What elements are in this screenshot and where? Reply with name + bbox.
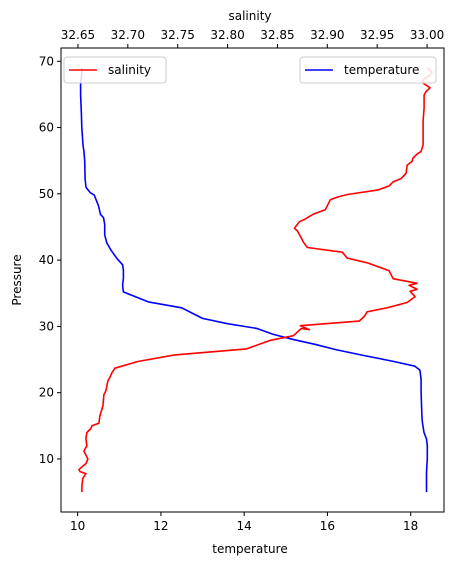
bottom-axis-label: temperature <box>212 542 287 556</box>
y-tick-label: 10 <box>39 452 54 466</box>
salinity-line <box>78 67 433 493</box>
top-tick-label: 33.00 <box>410 28 444 42</box>
legend-temperature-label: temperature <box>344 63 419 77</box>
y-axis-label: Pressure <box>10 254 24 305</box>
top-tick-label: 32.80 <box>210 28 244 42</box>
y-tick-label: 50 <box>39 187 54 201</box>
y-tick-label: 70 <box>39 54 54 68</box>
legend-salinity: salinity <box>63 56 167 84</box>
bottom-axis-ticks: 10 12 14 16 18 <box>70 512 418 533</box>
bottom-tick-label: 14 <box>237 519 252 533</box>
y-tick-label: 20 <box>39 386 54 400</box>
top-tick-label: 32.70 <box>111 28 145 42</box>
plot-frame <box>60 47 445 513</box>
legend-salinity-label: salinity <box>108 63 151 77</box>
y-tick-label: 40 <box>39 253 54 267</box>
bottom-tick-label: 12 <box>153 519 168 533</box>
legend-temperature: temperature <box>299 56 437 84</box>
top-tick-label: 32.85 <box>260 28 294 42</box>
bottom-tick-label: 10 <box>70 519 85 533</box>
y-tick-label: 60 <box>39 121 54 135</box>
plot-lines <box>78 67 433 493</box>
top-tick-label: 32.65 <box>61 28 95 42</box>
temperature-line <box>79 67 429 493</box>
top-axis-label: salinity <box>228 9 271 23</box>
y-axis-ticks: 10 20 30 40 50 60 70 <box>39 54 61 466</box>
y-tick-label: 30 <box>39 319 54 333</box>
bottom-tick-label: 16 <box>320 519 335 533</box>
top-tick-label: 32.90 <box>310 28 344 42</box>
top-tick-label: 32.75 <box>161 28 195 42</box>
top-tick-label: 32.95 <box>360 28 394 42</box>
bottom-tick-label: 18 <box>403 519 418 533</box>
top-axis-ticks: 32.65 32.70 32.75 32.80 32.85 32.90 32.95 33.00 <box>61 28 444 48</box>
